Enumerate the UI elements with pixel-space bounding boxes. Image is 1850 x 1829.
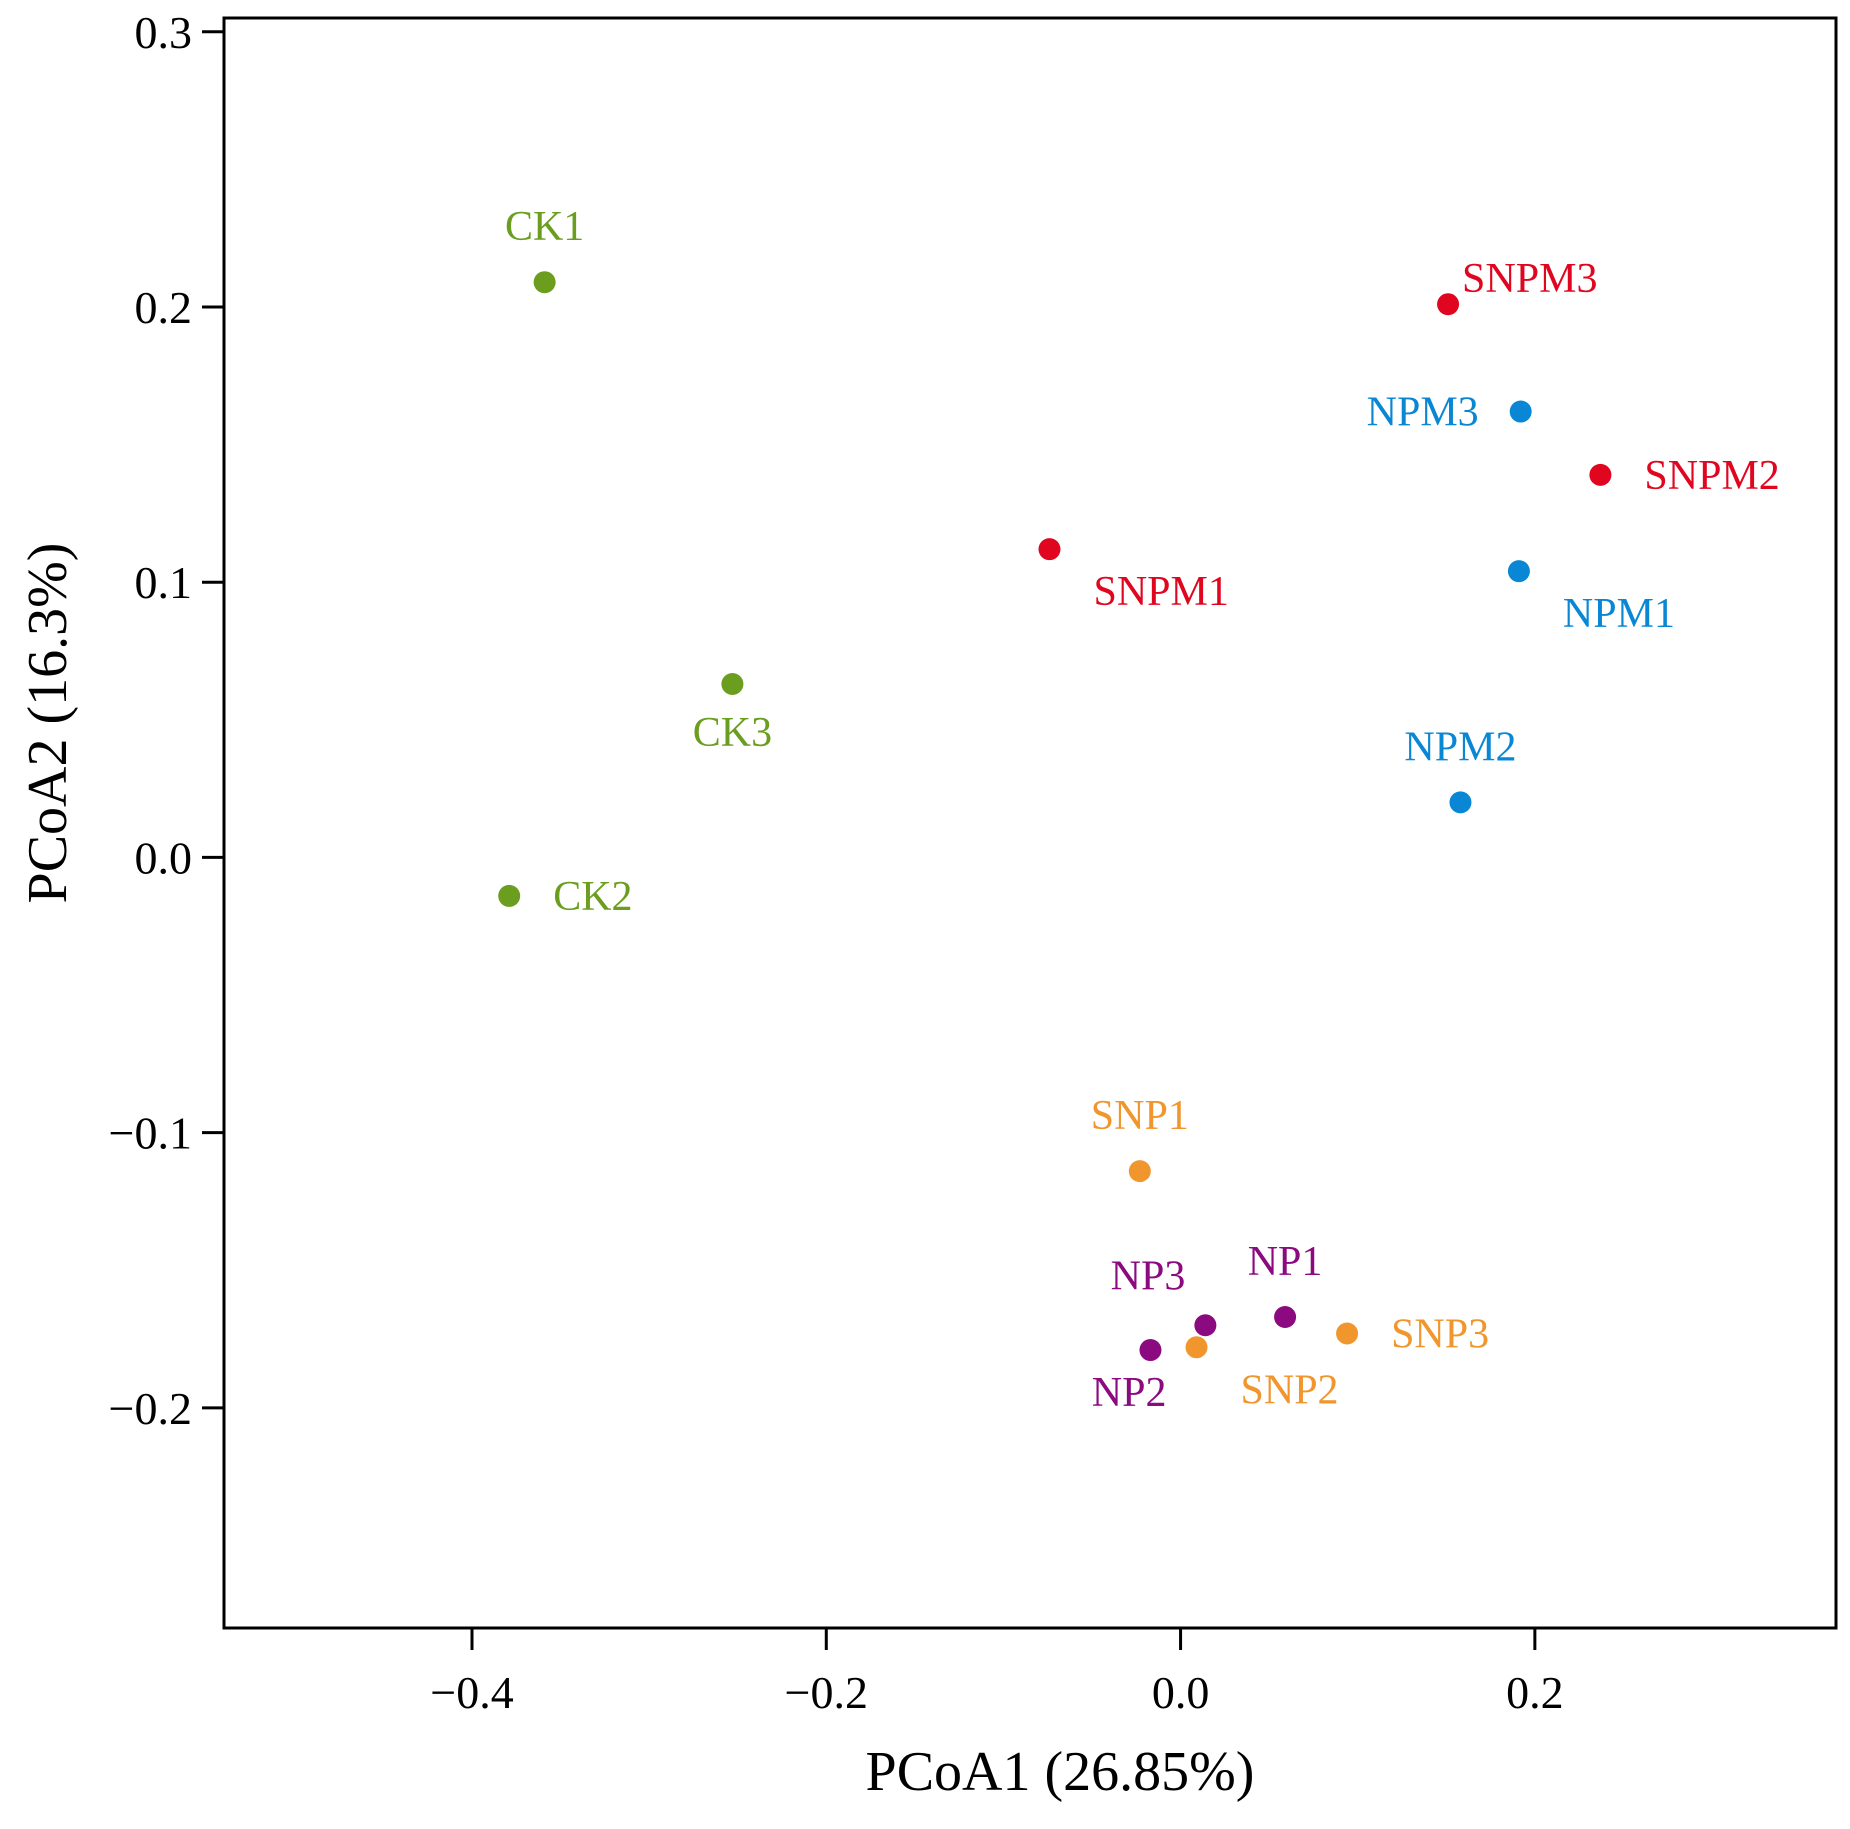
x-tick-label: −0.4	[430, 1667, 513, 1718]
point-np3	[1194, 1314, 1217, 1337]
point-label-snpm3: SNPM3	[1462, 256, 1597, 302]
point-ck1	[533, 271, 556, 294]
point-label-ck3: CK3	[693, 710, 772, 756]
point-snpm3	[1437, 293, 1460, 316]
point-snp3	[1336, 1322, 1359, 1345]
point-label-snp3: SNP3	[1391, 1312, 1489, 1358]
point-np2	[1139, 1339, 1162, 1362]
point-np1	[1274, 1306, 1297, 1329]
point-label-ck1: CK1	[505, 204, 584, 250]
point-snpm1	[1038, 538, 1061, 561]
point-ck3	[721, 673, 744, 696]
point-npm3	[1509, 400, 1532, 423]
point-npm2	[1449, 791, 1472, 814]
plot-frame	[222, 16, 1838, 1630]
point-label-np3: NP3	[1111, 1253, 1186, 1299]
x-axis: −0.4 −0.2 0.0 0.2	[430, 1628, 1564, 1718]
point-label-snpm2: SNPM2	[1644, 453, 1779, 499]
point-npm1	[1507, 560, 1530, 583]
x-tick-label: −0.2	[785, 1667, 868, 1718]
point-snp1	[1128, 1160, 1151, 1183]
point-label-snpm1: SNPM1	[1093, 569, 1228, 615]
y-tick-label: −0.1	[109, 1108, 192, 1159]
y-tick-label: 0.2	[135, 282, 193, 333]
point-snpm2	[1589, 463, 1612, 486]
point-label-np1: NP1	[1248, 1239, 1323, 1285]
x-axis-title: PCoA1 (26.85%)	[866, 1741, 1255, 1803]
y-tick-label: 0.3	[135, 7, 193, 58]
y-tick-label: 0.0	[135, 832, 193, 883]
y-tick-label: −0.2	[109, 1383, 192, 1434]
x-tick-label: 0.0	[1152, 1667, 1210, 1718]
point-label-snp1: SNP1	[1091, 1093, 1189, 1139]
point-label-ck2: CK2	[553, 874, 632, 920]
y-axis-title: PCoA2 (16.3%)	[17, 543, 79, 904]
point-ck2	[498, 884, 521, 907]
point-labels: CK1 CK2 CK3 SNPM1 SNPM2 SNPM3 NPM1 NPM2 NPM3 SNP1…	[505, 204, 1780, 1416]
point-snp2	[1185, 1336, 1208, 1359]
data-points	[498, 271, 1612, 1362]
x-tick-label: 0.2	[1506, 1667, 1564, 1718]
y-axis: −0.2 −0.1 0.0 0.1 0.2 0.3	[109, 7, 224, 1434]
point-label-npm1: NPM1	[1563, 591, 1675, 637]
point-label-np2: NP2	[1092, 1370, 1167, 1416]
point-label-npm2: NPM2	[1404, 724, 1516, 770]
point-label-npm3: NPM3	[1367, 390, 1479, 436]
point-label-snp2: SNP2	[1241, 1367, 1339, 1413]
y-tick-label: 0.1	[135, 557, 193, 608]
